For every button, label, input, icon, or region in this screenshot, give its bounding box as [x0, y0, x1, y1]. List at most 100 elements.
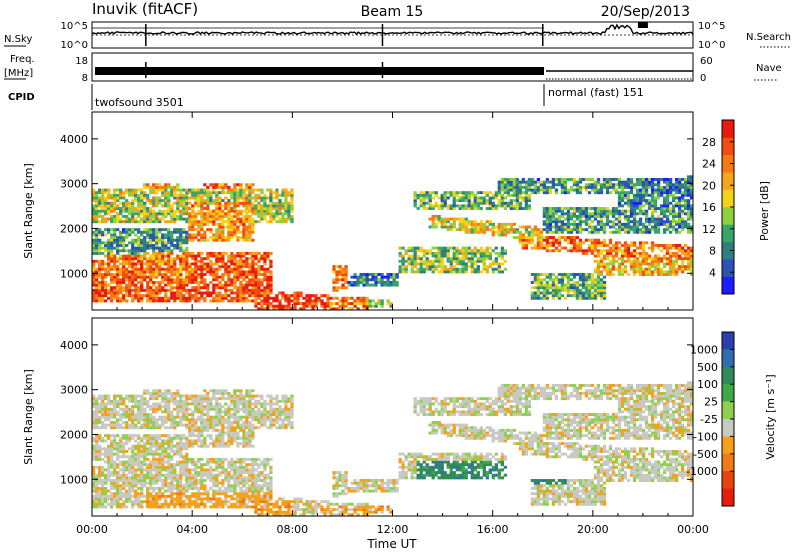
power-cell [332, 286, 336, 290]
power-cell [269, 278, 273, 282]
power-cell [683, 188, 688, 192]
power-cell [620, 209, 625, 213]
power-cell [125, 228, 129, 232]
power-cell [626, 257, 631, 261]
power-cell [602, 296, 607, 300]
power-cell [131, 244, 135, 247]
power-cell [122, 191, 126, 195]
power-cell [92, 288, 96, 292]
power-cell [182, 254, 186, 258]
power-cell [95, 249, 99, 253]
power-cell [92, 278, 96, 282]
power-cell [242, 236, 246, 240]
power-cell [512, 207, 516, 210]
power-cell [188, 207, 192, 210]
power-cell [428, 265, 432, 269]
velocity-cell [137, 418, 141, 422]
power-cell [449, 265, 453, 269]
power-cell [206, 265, 210, 269]
power-cell [221, 275, 225, 279]
power-cell [260, 278, 264, 282]
power-cell [110, 288, 114, 292]
power-cell [92, 251, 96, 255]
power-cell [347, 307, 351, 311]
power-cell [527, 199, 532, 203]
power-cell [185, 188, 189, 192]
power-cell [431, 217, 435, 221]
velocity-cell [143, 436, 147, 440]
power-cell [656, 196, 661, 200]
power-cell [254, 204, 258, 208]
velocity-cell [113, 486, 117, 490]
power-cell [482, 199, 486, 203]
power-cell [185, 191, 189, 195]
power-cell [164, 246, 168, 250]
power-cell [224, 185, 228, 189]
velocity-cell [107, 468, 111, 472]
power-cell [248, 220, 252, 224]
power-cell [554, 246, 559, 250]
power-cell [686, 185, 691, 189]
power-cell [461, 249, 465, 253]
power-cell [536, 233, 541, 237]
power-cell [611, 230, 616, 234]
power-cell [671, 220, 676, 224]
power-cell [92, 238, 96, 242]
power-cell [560, 191, 565, 195]
power-cell [152, 246, 156, 250]
power-cell [449, 207, 453, 210]
velocity-cell [131, 407, 135, 411]
velocity-cell [143, 447, 147, 451]
velocity-cell [131, 455, 135, 459]
velocity-cell [98, 407, 102, 411]
power-cell [227, 257, 231, 261]
power-cell [95, 199, 99, 203]
power-cell [620, 193, 625, 197]
velocity-cell [128, 434, 132, 438]
power-cell [146, 185, 150, 189]
power-cell [101, 220, 105, 224]
power-cell [113, 230, 117, 234]
power-cell [656, 214, 661, 218]
velocity-cell [116, 413, 120, 416]
power-cell [449, 259, 453, 263]
power-cell [644, 209, 649, 213]
velocity-cell [98, 444, 102, 448]
power-cell [554, 291, 559, 295]
power-cell [275, 307, 279, 311]
colorbar-tick-label: 4 [709, 266, 716, 279]
power-cell [590, 283, 595, 287]
power-cell [95, 212, 99, 216]
power-cell [599, 217, 604, 221]
velocity-cell [131, 505, 135, 509]
power-cell [443, 246, 447, 250]
power-cell [227, 294, 231, 298]
power-cell [611, 214, 616, 218]
power-cell [170, 275, 174, 279]
power-cell [542, 291, 547, 295]
velocity-cell [113, 442, 117, 446]
power-cell [242, 265, 246, 269]
power-cell [152, 262, 156, 266]
power-cell [134, 207, 138, 210]
station-title: Inuvik (fitACF) [92, 0, 198, 18]
power-cell [581, 278, 586, 282]
power-cell [137, 244, 141, 247]
power-cell [341, 278, 345, 282]
power-cell [173, 193, 177, 197]
power-cell [632, 207, 637, 210]
power-cell [185, 299, 189, 303]
power-cell [629, 241, 634, 245]
power-cell [239, 270, 243, 274]
power-cell [227, 267, 231, 271]
power-cell [581, 214, 586, 218]
power-cell [611, 222, 616, 226]
power-cell [479, 225, 483, 229]
velocity-cell [125, 481, 129, 485]
power-cell [473, 220, 477, 224]
power-cell [236, 225, 240, 229]
velocity-cell [128, 492, 132, 496]
power-cell [257, 201, 261, 205]
power-cell [509, 201, 513, 205]
power-cell [173, 280, 177, 284]
